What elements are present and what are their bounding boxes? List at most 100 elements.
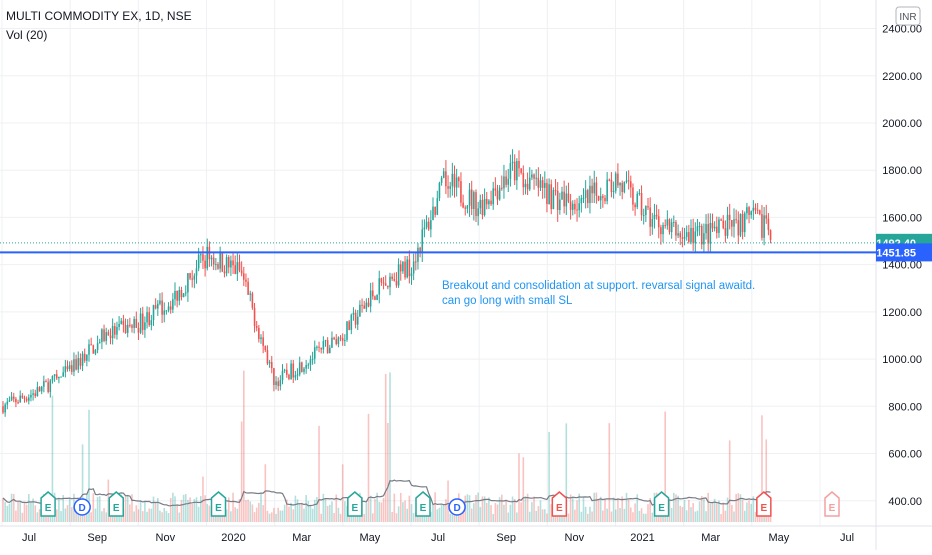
volume-bar [251, 504, 254, 522]
event-marker-label: D [79, 503, 86, 514]
volume-bar [21, 512, 24, 522]
candle-body [286, 369, 288, 375]
candle-body [8, 400, 11, 402]
candle-body [756, 209, 759, 211]
volume-bar [245, 500, 247, 522]
candle-body [129, 324, 131, 326]
volume-bar [277, 507, 279, 522]
volume-bar [2, 497, 4, 522]
candle-body [219, 253, 221, 269]
volume-bar [449, 513, 451, 522]
volume-bar [98, 496, 101, 522]
volume-bar [541, 509, 544, 522]
volume-bar [647, 504, 649, 522]
candle-body [748, 207, 750, 216]
candle-body [453, 173, 456, 188]
volume-bar [713, 498, 716, 522]
candle-body [707, 224, 709, 244]
volume-bar [255, 507, 258, 522]
volume-bar [440, 504, 443, 522]
candle-body [513, 161, 516, 181]
volume-bar [516, 512, 518, 522]
volume-bar [240, 421, 243, 522]
volume-bar [144, 501, 146, 522]
candle-body [4, 404, 6, 413]
earnings-marker[interactable] [653, 491, 670, 517]
candle-body [266, 350, 269, 364]
earnings-marker[interactable] [40, 491, 56, 517]
candle-body [509, 163, 512, 179]
volume-bar [402, 502, 404, 522]
earnings-marker[interactable] [347, 491, 363, 517]
candle-body [249, 293, 252, 295]
candle-body [301, 362, 303, 372]
volume-bar [765, 439, 768, 522]
volume-bar [62, 495, 64, 522]
earnings-marker[interactable] [756, 491, 772, 517]
earnings-marker[interactable] [210, 491, 227, 517]
volume-bar [313, 499, 316, 522]
annotation-line2: can go long with small SL [442, 295, 573, 307]
volume-bar [184, 494, 187, 522]
candle-body [535, 177, 537, 179]
candle-body [174, 290, 176, 300]
candle-body [307, 364, 310, 366]
candle-body [451, 173, 454, 187]
candle-body [277, 381, 279, 387]
candle-body [733, 219, 735, 227]
volume-bar [518, 453, 520, 522]
candle-body [230, 260, 232, 268]
earnings-marker[interactable] [824, 491, 840, 517]
volume-bar [389, 372, 391, 522]
candle-body [176, 290, 178, 301]
earnings-marker[interactable] [551, 491, 568, 517]
y-tick-label: 600.00 [888, 449, 922, 461]
volume-bar [326, 505, 329, 522]
volume-bar [494, 503, 497, 522]
volume-bar [481, 496, 484, 522]
candle-body [255, 326, 258, 328]
volume-bar [172, 492, 174, 522]
volume-bar [546, 513, 548, 522]
earnings-marker[interactable] [108, 491, 124, 517]
currency-label: INR [899, 12, 916, 23]
candle-body [187, 273, 189, 293]
candle-body [354, 312, 357, 325]
candle-body [150, 320, 153, 326]
volume-bar [724, 510, 727, 522]
volume-bar [503, 504, 505, 522]
volume-bar [159, 510, 161, 522]
volume-bar [191, 503, 193, 522]
candle-body [763, 215, 765, 238]
volume-bar [728, 440, 731, 522]
volume-bar [187, 499, 189, 522]
volume-bar [324, 498, 327, 522]
dividend-marker[interactable] [448, 498, 466, 516]
earnings-marker[interactable] [415, 491, 431, 517]
candle-body [238, 262, 241, 271]
volume-bar [260, 493, 262, 522]
candle-body [614, 173, 617, 192]
candle-body [367, 302, 370, 307]
candle-body [584, 190, 587, 198]
candle-body [335, 339, 338, 345]
volume-bar [580, 511, 583, 522]
volume-bar [675, 494, 677, 522]
candle-body [163, 310, 166, 315]
volume-bar [329, 504, 331, 522]
candle-body [391, 276, 393, 279]
volume-bar [266, 510, 269, 522]
x-tick-label: May [359, 532, 380, 544]
volume-bar [36, 512, 39, 522]
candle-body [369, 290, 372, 307]
x-tick-label: 2021 [630, 532, 654, 544]
candle-body [595, 182, 598, 196]
volume-bar [587, 513, 589, 522]
currency-button[interactable] [895, 6, 921, 26]
candle-body [597, 195, 600, 201]
dividend-marker[interactable] [73, 498, 91, 516]
candle-body [769, 230, 772, 240]
volume-bar [709, 503, 712, 522]
